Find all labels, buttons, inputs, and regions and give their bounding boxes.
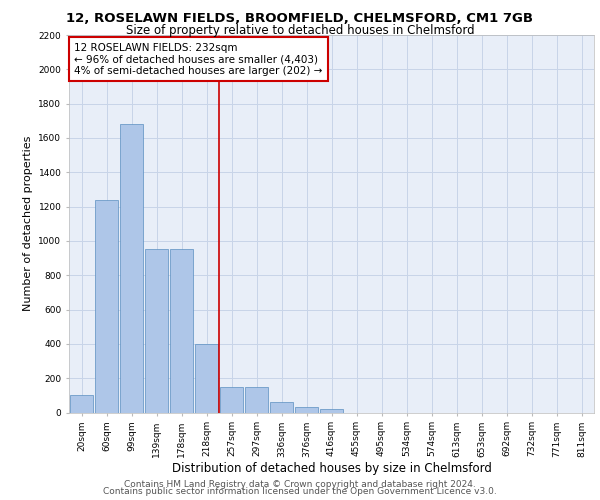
Bar: [295, 408, 319, 412]
Bar: [194, 344, 218, 412]
Bar: [220, 387, 244, 412]
Bar: [170, 250, 193, 412]
Text: Size of property relative to detached houses in Chelmsford: Size of property relative to detached ho…: [125, 24, 475, 37]
Text: Contains public sector information licensed under the Open Government Licence v3: Contains public sector information licen…: [103, 487, 497, 496]
Text: Contains HM Land Registry data © Crown copyright and database right 2024.: Contains HM Land Registry data © Crown c…: [124, 480, 476, 489]
Text: 12, ROSELAWN FIELDS, BROOMFIELD, CHELMSFORD, CM1 7GB: 12, ROSELAWN FIELDS, BROOMFIELD, CHELMSF…: [67, 12, 533, 26]
Bar: [320, 409, 343, 412]
Bar: [145, 250, 169, 412]
X-axis label: Distribution of detached houses by size in Chelmsford: Distribution of detached houses by size …: [172, 462, 491, 475]
Bar: [245, 387, 268, 412]
Bar: [95, 200, 118, 412]
Bar: [70, 396, 94, 412]
Y-axis label: Number of detached properties: Number of detached properties: [23, 136, 33, 312]
Bar: [269, 402, 293, 412]
Bar: [119, 124, 143, 412]
Text: 12 ROSELAWN FIELDS: 232sqm
← 96% of detached houses are smaller (4,403)
4% of se: 12 ROSELAWN FIELDS: 232sqm ← 96% of deta…: [74, 42, 323, 76]
